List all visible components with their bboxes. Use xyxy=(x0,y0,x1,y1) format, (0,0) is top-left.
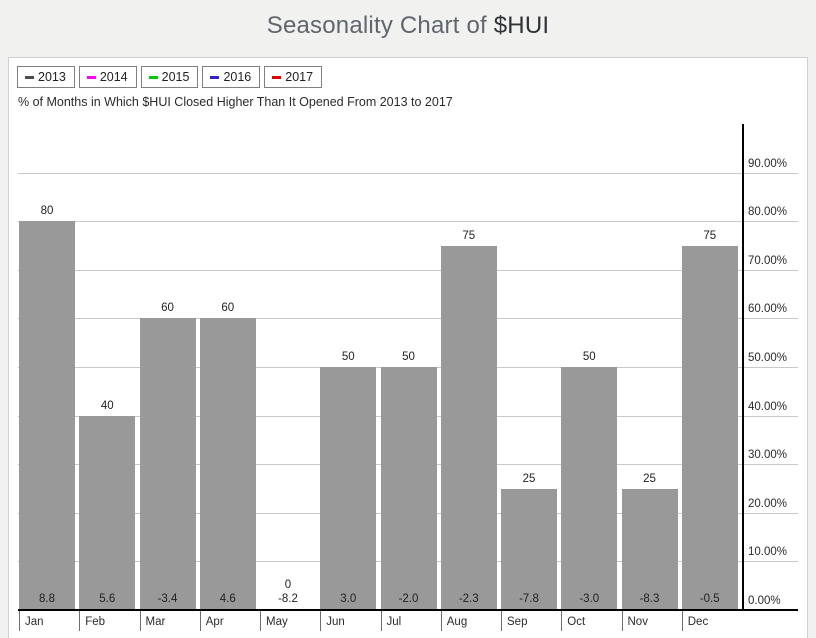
bar-value-may: 0 xyxy=(284,579,292,591)
legend-dash-icon xyxy=(210,75,220,79)
bar-chart: 0.00% 10.00% 20.00% 30.00% 40.00% 50.00% 60.00… xyxy=(9,58,807,637)
page-title-prefix: Seasonality Chart of xyxy=(266,12,494,39)
bar-footer-value-jun: 3.0 xyxy=(340,593,357,605)
bar-nov xyxy=(621,488,678,610)
y-tick-label-20.00%: 20.00% xyxy=(748,497,788,510)
month-separator-may xyxy=(260,611,261,631)
bar-footer-value-dec: -0.5 xyxy=(699,593,720,605)
legend-item-2017[interactable]: 2017 xyxy=(264,66,323,88)
month-separator-mar xyxy=(139,611,141,631)
bar-dec xyxy=(681,245,738,610)
gridline-90 xyxy=(18,172,798,174)
bar-footer-value-jan: 8.8 xyxy=(39,593,55,605)
month-label-aug: Aug xyxy=(446,616,468,628)
legend: 2013 2014 2015 2016 2017 xyxy=(17,66,323,88)
month-label-nov: Nov xyxy=(627,616,648,628)
y-tick-label-50.00%: 50.00% xyxy=(748,352,788,364)
y-tick-label-70.00%: 70.00% xyxy=(748,254,788,267)
legend-item-label: 2016 xyxy=(223,70,252,84)
month-label-jun: Jun xyxy=(326,616,345,628)
bar-jan xyxy=(19,221,75,610)
legend-item-label: 2017 xyxy=(285,70,314,84)
month-label-dec: Dec xyxy=(687,616,709,628)
bar-value-oct: 50 xyxy=(582,351,596,363)
bar-aug xyxy=(440,245,497,610)
legend-dash-icon xyxy=(86,75,96,79)
month-separator-apr xyxy=(199,611,201,631)
bar-apr xyxy=(199,318,256,610)
legend-item-2014[interactable]: 2014 xyxy=(78,66,137,88)
month-label-mar: Mar xyxy=(145,616,166,628)
bar-jun xyxy=(320,367,377,610)
month-label-oct: Oct xyxy=(567,616,586,628)
bar-footer-value-apr: 4.6 xyxy=(219,593,236,605)
bar-value-apr: 60 xyxy=(221,302,235,315)
y-tick-label-90.00%: 90.00% xyxy=(748,157,788,170)
bar-footer-value-jul: -2.0 xyxy=(398,593,419,605)
page-title: Seasonality Chart of $HUI xyxy=(0,0,816,40)
legend-item-label: 2015 xyxy=(161,70,190,84)
title-bar: Seasonality Chart of $HUI xyxy=(0,0,816,56)
y-tick-label-30.00%: 30.00% xyxy=(748,449,788,462)
bar-value-nov: 25 xyxy=(643,472,656,485)
month-separator-feb xyxy=(79,611,81,631)
month-separator-oct xyxy=(561,611,563,631)
month-label-may: May xyxy=(266,616,288,628)
month-separator-nov xyxy=(621,611,623,631)
legend-item-2013[interactable]: 2013 xyxy=(17,66,75,88)
month-label-jan: Jan xyxy=(25,616,44,628)
chart-panel: 2013 2014 2015 2016 2017 % of Months in Whic… xyxy=(8,57,808,638)
y-tick-label-80.00%: 80.00% xyxy=(748,206,788,219)
bar-value-jan: 80 xyxy=(40,205,54,218)
bar-footer-value-sep: -7.8 xyxy=(519,593,539,605)
legend-dash-icon xyxy=(272,75,282,79)
bar-mar xyxy=(139,318,196,610)
y-tick-label-10.00%: 10.00% xyxy=(748,546,788,559)
legend-item-label: 2013 xyxy=(38,70,66,84)
y-axis-line xyxy=(742,124,744,611)
bar-value-mar: 60 xyxy=(161,302,174,315)
month-label-feb: Feb xyxy=(85,616,106,628)
month-separator-sep xyxy=(501,611,502,631)
bar-footer-value-oct: -3.0 xyxy=(579,593,600,605)
legend-dash-icon xyxy=(148,75,158,79)
month-separator-aug xyxy=(440,611,442,631)
bar-footer-value-feb: 5.6 xyxy=(99,593,116,605)
bar-footer-value-may: -8.2 xyxy=(278,593,298,605)
bar-value-aug: 75 xyxy=(462,229,476,242)
bar-feb xyxy=(79,415,136,610)
month-separator-dec xyxy=(681,611,683,631)
y-tick-label-60.00%: 60.00% xyxy=(748,303,788,316)
gridline-70 xyxy=(18,269,798,271)
gridline-60 xyxy=(18,318,798,320)
page-title-symbol: $HUI xyxy=(493,12,550,39)
bar-value-jul: 50 xyxy=(402,351,415,363)
bar-value-dec: 75 xyxy=(703,229,717,242)
month-separator-jun xyxy=(320,611,322,631)
month-separator-jan xyxy=(19,611,20,631)
x-axis-line xyxy=(18,609,798,611)
bar-oct xyxy=(561,367,618,610)
chart-subtitle: % of Months in Which $HUI Closed Higher … xyxy=(18,95,453,109)
bar-value-feb: 40 xyxy=(100,399,114,412)
bar-footer-value-mar: -3.4 xyxy=(157,593,178,605)
bar-footer-value-aug: -2.3 xyxy=(458,593,479,605)
bar-sep xyxy=(501,488,557,610)
legend-item-label: 2014 xyxy=(99,70,128,84)
legend-item-2016[interactable]: 2016 xyxy=(202,66,261,88)
bar-footer-value-nov: -8.3 xyxy=(639,593,660,605)
gridline-80 xyxy=(18,221,798,223)
month-label-sep: Sep xyxy=(507,616,528,628)
bar-value-jun: 50 xyxy=(341,351,355,363)
month-label-apr: Apr xyxy=(205,616,224,628)
bar-jul xyxy=(380,367,437,610)
y-tick-label-0.00%: 0.00% xyxy=(748,595,781,607)
legend-dash-icon xyxy=(25,75,34,79)
y-tick-label-40.00%: 40.00% xyxy=(748,400,788,413)
legend-item-2015[interactable]: 2015 xyxy=(140,66,199,88)
bar-value-sep: 25 xyxy=(522,472,536,485)
month-label-jul: Jul xyxy=(386,616,402,628)
month-separator-jul xyxy=(380,611,382,631)
